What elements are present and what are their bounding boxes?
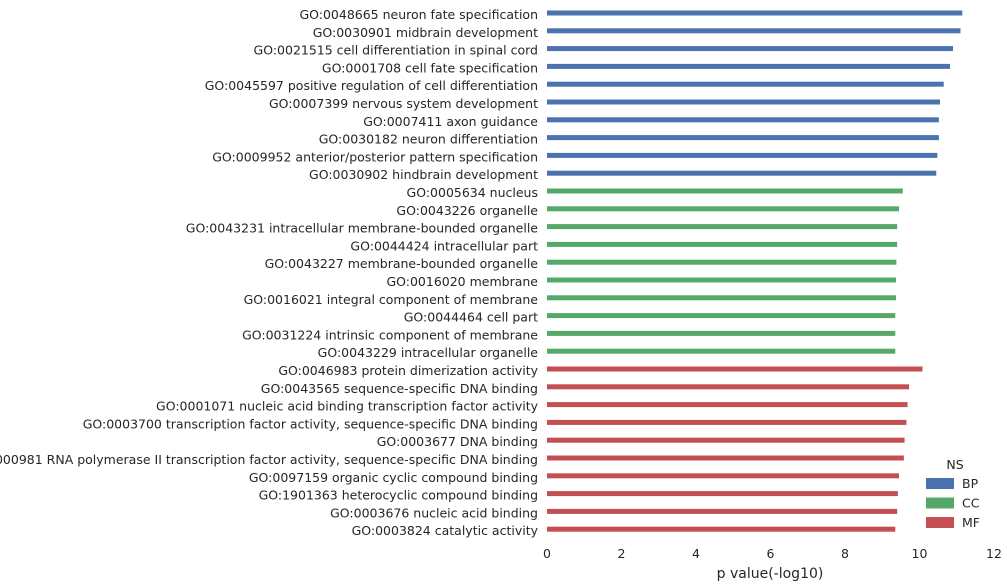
bar-cc — [547, 224, 898, 230]
category-label: GO:0048665 neuron fate specification — [299, 7, 538, 22]
legend-title: NS — [946, 457, 963, 472]
bar-cc — [547, 241, 898, 247]
category-label: GO:0007399 nervous system development — [269, 96, 538, 111]
bar-bp — [547, 81, 944, 87]
x-tick-label: 12 — [986, 546, 1002, 561]
bar-bp — [547, 170, 937, 176]
category-label: GO:0007411 axon guidance — [363, 114, 538, 129]
bar-mf — [547, 491, 898, 497]
category-label: GO:0016020 membrane — [386, 274, 538, 289]
category-label: GO:0030901 midbrain development — [313, 25, 538, 40]
bar-bp — [547, 10, 963, 16]
bar-cc — [547, 259, 897, 265]
category-label: GO:0046983 protein dimerization activity — [278, 363, 538, 378]
category-label: GO:0030182 neuron differentiation — [319, 132, 538, 147]
category-label: GO:0045597 positive regulation of cell d… — [205, 78, 538, 93]
bar-mf — [547, 508, 898, 514]
bar-cc — [547, 188, 903, 194]
bar-mf — [547, 473, 900, 479]
bar-mf — [547, 437, 905, 443]
legend-swatch-bp — [926, 478, 954, 489]
category-label: GO:0000981 RNA polymerase II transcripti… — [0, 452, 538, 467]
bar-mf — [547, 526, 896, 532]
category-label: GO:0021515 cell differentiation in spina… — [254, 43, 538, 58]
bar-mf — [547, 455, 904, 461]
category-label: GO:0043565 sequence-specific DNA binding — [261, 381, 538, 396]
bar-mf — [547, 402, 908, 408]
category-label: GO:0043227 membrane-bounded organelle — [265, 256, 539, 271]
x-tick-label: 8 — [841, 546, 849, 561]
bar-bp — [547, 28, 961, 34]
bar-cc — [547, 330, 896, 336]
bar-bp — [547, 99, 940, 105]
legend-swatch-cc — [926, 497, 954, 509]
category-label: GO:0043226 organelle — [396, 203, 538, 218]
category-label: GO:0043231 intracellular membrane-bounde… — [186, 221, 539, 236]
bar-bp — [547, 117, 939, 123]
category-label: GO:0016021 integral component of membran… — [244, 292, 539, 307]
category-label: GO:0044424 intracellular part — [350, 238, 538, 253]
category-label: GO:0030902 hindbrain development — [309, 167, 538, 182]
bar-bp — [547, 152, 938, 158]
category-label: GO:0097159 organic cyclic compound bindi… — [249, 470, 538, 485]
x-axis-label: p value(-log10) — [717, 566, 824, 582]
bar-bp — [547, 63, 951, 69]
x-tick-label: 4 — [692, 546, 700, 561]
legend-label-mf: MF — [962, 515, 980, 530]
bar-cc — [547, 348, 896, 354]
bar-cc — [547, 313, 896, 319]
legend-label-cc: CC — [962, 496, 980, 511]
category-label: GO:0005634 nucleus — [407, 185, 538, 200]
legend-label-bp: BP — [962, 476, 979, 491]
category-label: GO:0003824 catalytic activity — [352, 523, 539, 538]
bar-cc — [547, 206, 900, 212]
category-label: GO:0009952 anterior/posterior pattern sp… — [212, 149, 538, 164]
legend: NS BP CC MF — [926, 457, 980, 530]
x-tick-label: 10 — [912, 546, 928, 561]
bar-mf — [547, 384, 910, 390]
bar-bp — [547, 135, 939, 141]
bars-group — [547, 10, 963, 532]
category-label: GO:0001071 nucleic acid binding transcri… — [156, 399, 539, 414]
category-label: GO:0003700 transcription factor activity… — [83, 416, 538, 431]
bar-cc — [547, 277, 897, 283]
bar-mf — [547, 366, 923, 372]
legend-swatch-mf — [926, 517, 954, 528]
category-label: GO:0003676 nucleic acid binding — [330, 505, 538, 520]
category-label: GO:0001708 cell fate specification — [322, 60, 538, 75]
category-label: GO:0044464 cell part — [404, 310, 538, 325]
category-label: GO:0003677 DNA binding — [377, 434, 538, 449]
x-tick-label: 2 — [618, 546, 626, 561]
bar-mf — [547, 419, 907, 425]
bar-bp — [547, 46, 954, 52]
x-tick-label: 0 — [543, 546, 551, 561]
bar-cc — [547, 295, 897, 301]
category-label: GO:0031224 intrinsic component of membra… — [242, 327, 538, 342]
category-label: GO:0043229 intracellular organelle — [318, 345, 539, 360]
category-labels-group: GO:0048665 neuron fate specification GO:0… — [0, 7, 539, 538]
x-tick-label: 6 — [767, 546, 775, 561]
x-ticks-group: 0 2 4 6 8 10 12 — [543, 546, 1002, 561]
category-label: GO:1901363 heterocyclic compound binding — [259, 488, 538, 503]
